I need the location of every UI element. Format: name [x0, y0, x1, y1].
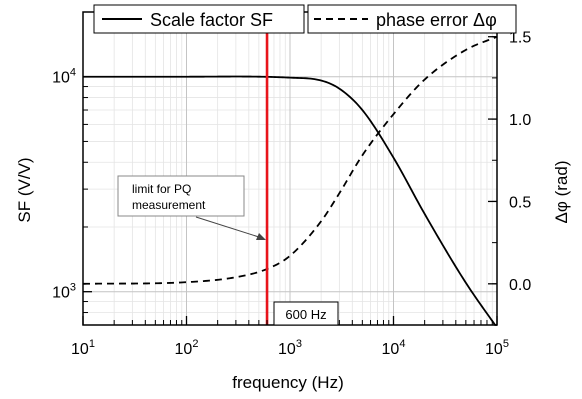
major-grid: [83, 12, 497, 325]
annotation-arrowhead: [256, 233, 266, 240]
x-tick-label: 101: [71, 338, 95, 358]
x-tick-label: 102: [175, 338, 199, 358]
annotation-arrow-line: [195, 216, 263, 239]
y-left-axis-title: SF (V/V): [15, 157, 34, 222]
annotation: limit for PQ measurement: [117, 175, 266, 240]
y-right-tick-label: 1.0: [509, 112, 531, 129]
tick-labels: 101 102 103 104 105 103 104 0.0 0.5 1.0 1.5: [52, 30, 531, 358]
y-right-axis-title: Δφ (rad): [552, 161, 571, 224]
series-group: [82, 35, 498, 326]
x-axis-title: frequency (Hz): [232, 373, 343, 392]
y-left-tick-label: 103: [52, 282, 76, 302]
x-tick-label: 103: [278, 338, 302, 358]
marker-label-text: 600 Hz: [285, 307, 326, 322]
annotation-text-line2: measurement: [132, 198, 206, 212]
y-right-tick-label: 1.5: [509, 30, 531, 47]
legend: Scale factor SF phase error Δφ: [93, 4, 517, 34]
legend-label-phase: phase error Δφ: [376, 10, 497, 30]
annotation-text-line1: limit for PQ: [132, 182, 191, 196]
y-left-tick-label: 104: [52, 67, 76, 87]
marker-label: 600 Hz: [273, 301, 339, 326]
x-tick-label: 105: [485, 338, 509, 358]
legend-label-sf: Scale factor SF: [150, 10, 273, 30]
x-tick-label: 104: [382, 338, 406, 358]
annotation-box: [117, 175, 245, 217]
series-line-scale-factor: [83, 75, 497, 326]
marker-label-box: [273, 301, 339, 326]
y-right-tick-label: 0.0: [509, 277, 531, 294]
y-right-tick-label: 0.5: [509, 194, 531, 211]
